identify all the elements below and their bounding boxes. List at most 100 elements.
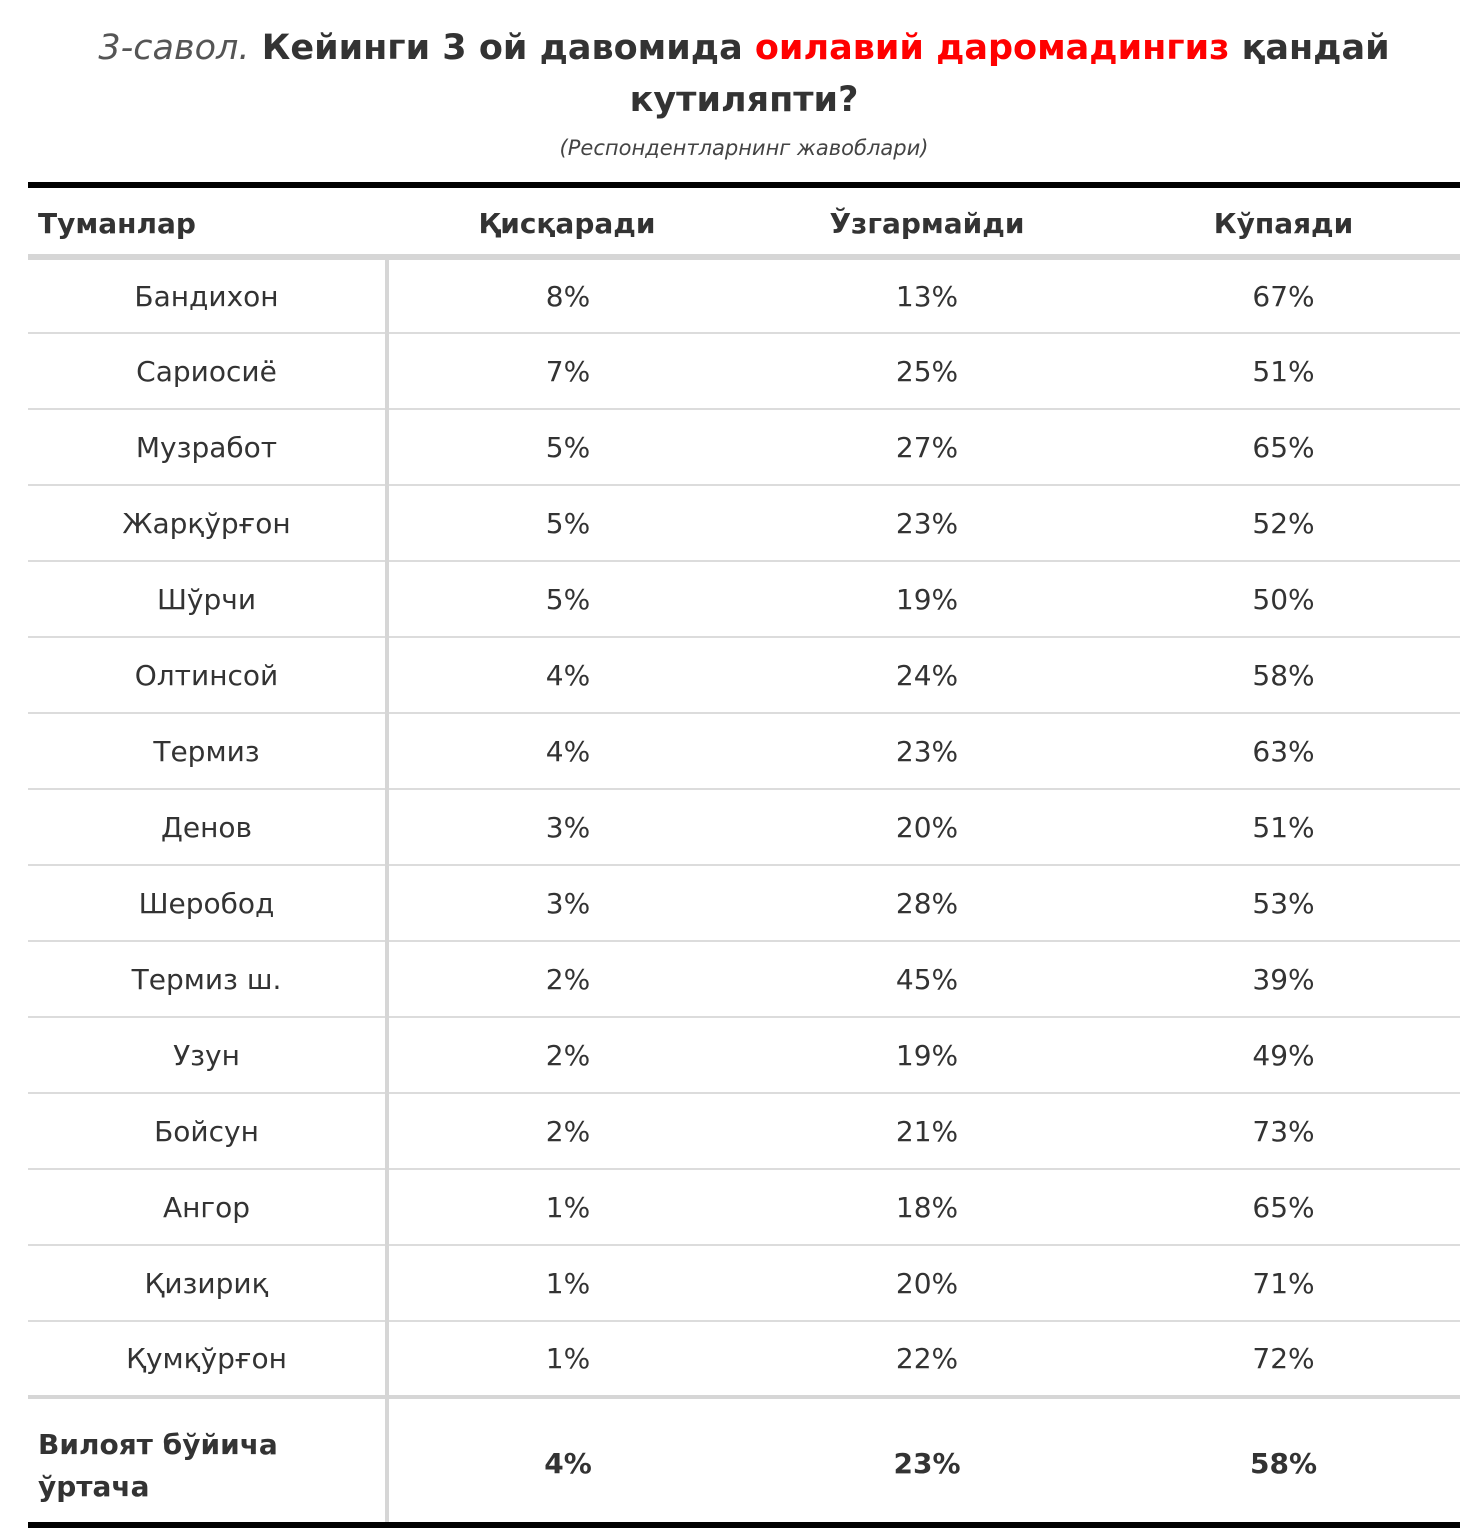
separator-cell — [747, 1395, 1107, 1405]
table-row: Денов 3% 20% 51% — [28, 789, 1460, 866]
separator-row — [28, 1395, 1460, 1405]
district-cell: Узун — [28, 1017, 389, 1094]
average-decrease: 4% — [387, 1405, 747, 1528]
unchanged-cell: 25% — [747, 333, 1107, 410]
decrease-cell: 1% — [387, 1169, 747, 1246]
decrease-cell: 2% — [387, 1017, 747, 1094]
increase-cell: 52% — [1107, 485, 1460, 562]
district-cell: Музработ — [28, 409, 389, 486]
district-cell: Қумқўрғон — [28, 1321, 389, 1399]
table-row: Олтинсой 4% 24% 58% — [28, 637, 1460, 714]
data-table: Туманлар Қисқаради Ўзгармайди Кўпаяди Ба… — [28, 182, 1460, 1528]
increase-cell: 39% — [1107, 941, 1460, 1018]
decrease-cell: 1% — [387, 1321, 747, 1399]
average-label: Вилоят бўйича ўртача — [28, 1405, 389, 1528]
decrease-cell: 3% — [387, 865, 747, 942]
table-row: Жарқўрғон 5% 23% 52% — [28, 485, 1460, 562]
unchanged-cell: 27% — [747, 409, 1107, 486]
unchanged-cell: 19% — [747, 561, 1107, 638]
table-row: Музработ 5% 27% 65% — [28, 409, 1460, 486]
unchanged-cell: 23% — [747, 485, 1107, 562]
district-cell: Ангор — [28, 1169, 389, 1246]
increase-cell: 72% — [1107, 1321, 1460, 1399]
increase-cell: 58% — [1107, 637, 1460, 714]
title-block: 3-савол. Кейинги 3 ой давомида оилавий д… — [28, 22, 1460, 164]
increase-cell: 71% — [1107, 1245, 1460, 1322]
unchanged-cell: 20% — [747, 1245, 1107, 1322]
unchanged-cell: 20% — [747, 789, 1107, 866]
table-row: Шеробод 3% 28% 53% — [28, 865, 1460, 942]
decrease-cell: 5% — [387, 561, 747, 638]
chart-title: 3-савол. Кейинги 3 ой давомида оилавий д… — [28, 22, 1460, 126]
decrease-cell: 2% — [387, 1093, 747, 1170]
average-row: Вилоят бўйича ўртача 4% 23% 58% — [28, 1405, 1460, 1528]
table-row: Қумқўрғон 1% 22% 72% — [28, 1321, 1460, 1399]
district-cell: Денов — [28, 789, 389, 866]
separator-cell — [28, 1395, 389, 1405]
decrease-cell: 5% — [387, 409, 747, 486]
district-cell: Қизириқ — [28, 1245, 389, 1322]
increase-cell: 65% — [1107, 1169, 1460, 1246]
district-cell: Бойсун — [28, 1093, 389, 1170]
title-highlight: оилавий даромадингиз — [754, 28, 1230, 68]
separator-cell — [387, 1395, 747, 1405]
decrease-cell: 4% — [387, 713, 747, 790]
district-cell: Шўрчи — [28, 561, 389, 638]
increase-cell: 49% — [1107, 1017, 1460, 1094]
separator-cell — [1107, 1395, 1460, 1405]
title-part1: Кейинги 3 ой давомида — [261, 28, 743, 68]
average-unchanged: 23% — [747, 1405, 1107, 1528]
unchanged-cell: 45% — [747, 941, 1107, 1018]
table-row: Термиз 4% 23% 63% — [28, 713, 1460, 790]
unchanged-cell: 21% — [747, 1093, 1107, 1170]
table-row: Қизириқ 1% 20% 71% — [28, 1245, 1460, 1322]
column-header-increase: Кўпаяди — [1107, 182, 1460, 260]
decrease-cell: 5% — [387, 485, 747, 562]
district-cell: Термиз ш. — [28, 941, 389, 1018]
decrease-cell: 7% — [387, 333, 747, 410]
chart-subtitle: (Респондентларнинг жавоблари) — [559, 136, 929, 160]
table-body: Бандихон 8% 13% 67% Сариосиё 7% 25% 51% Музработ… — [28, 257, 1460, 1528]
district-cell: Сариосиё — [28, 333, 389, 410]
increase-cell: 63% — [1107, 713, 1460, 790]
header-row: Туманлар Қисқаради Ўзгармайди Кўпаяди — [28, 182, 1460, 260]
table-row: Узун 2% 19% 49% — [28, 1017, 1460, 1094]
increase-cell: 73% — [1107, 1093, 1460, 1170]
column-header-unchanged: Ўзгармайди — [747, 182, 1107, 260]
unchanged-cell: 28% — [747, 865, 1107, 942]
increase-cell: 51% — [1107, 333, 1460, 410]
increase-cell: 67% — [1107, 257, 1460, 334]
decrease-cell: 3% — [387, 789, 747, 866]
table-row: Шўрчи 5% 19% 50% — [28, 561, 1460, 638]
decrease-cell: 8% — [387, 257, 747, 334]
column-header-decrease: Қисқаради — [387, 182, 747, 260]
unchanged-cell: 22% — [747, 1321, 1107, 1399]
district-cell: Бандихон — [28, 257, 389, 334]
unchanged-cell: 24% — [747, 637, 1107, 714]
decrease-cell: 4% — [387, 637, 747, 714]
table-row: Ангор 1% 18% 65% — [28, 1169, 1460, 1246]
unchanged-cell: 18% — [747, 1169, 1107, 1246]
increase-cell: 65% — [1107, 409, 1460, 486]
unchanged-cell: 13% — [747, 257, 1107, 334]
district-cell: Шеробод — [28, 865, 389, 942]
table-row: Сариосиё 7% 25% 51% — [28, 333, 1460, 410]
district-cell: Термиз — [28, 713, 389, 790]
table-row: Бандихон 8% 13% 67% — [28, 257, 1460, 334]
title-prefix: 3-савол. — [98, 28, 250, 68]
increase-cell: 53% — [1107, 865, 1460, 942]
average-increase: 58% — [1107, 1405, 1460, 1528]
unchanged-cell: 23% — [747, 713, 1107, 790]
title-part2: қандай кутиляпти? — [629, 28, 1390, 120]
column-header-district: Туманлар — [28, 182, 387, 260]
table-row: Бойсун 2% 21% 73% — [28, 1093, 1460, 1170]
decrease-cell: 2% — [387, 941, 747, 1018]
district-cell: Жарқўрғон — [28, 485, 389, 562]
increase-cell: 51% — [1107, 789, 1460, 866]
unchanged-cell: 19% — [747, 1017, 1107, 1094]
table-row: Термиз ш. 2% 45% 39% — [28, 941, 1460, 1018]
district-cell: Олтинсой — [28, 637, 389, 714]
decrease-cell: 1% — [387, 1245, 747, 1322]
increase-cell: 50% — [1107, 561, 1460, 638]
